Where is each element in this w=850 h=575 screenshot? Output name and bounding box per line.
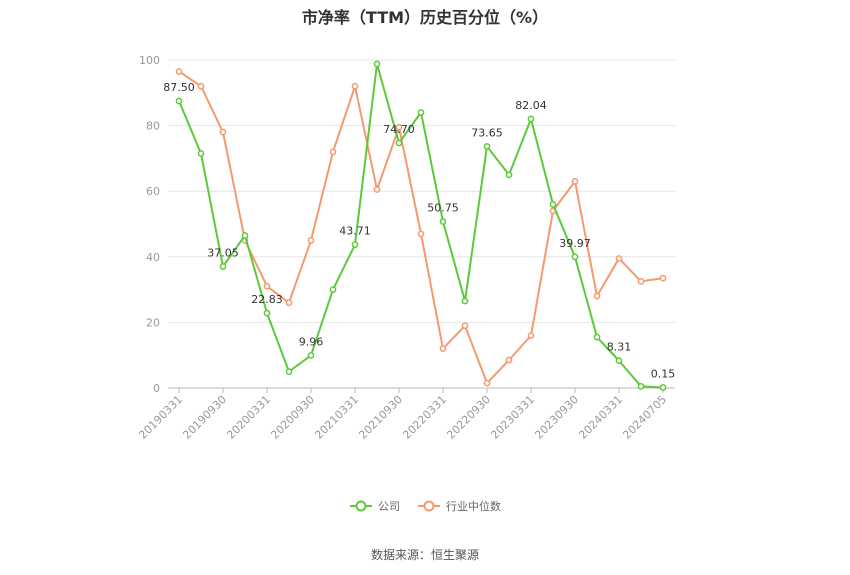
x-tick-label: 20230930 (532, 393, 581, 442)
industry-median-data-point (505, 356, 513, 364)
company-data-point (307, 351, 315, 359)
company-data-point (329, 286, 337, 293)
data-label: 74.70 (383, 123, 415, 136)
x-tick-label: 20220331 (400, 393, 449, 442)
company-data-point (549, 200, 557, 208)
x-tick-label: 20210930 (356, 393, 405, 442)
company-data-point (219, 263, 227, 270)
industry-median-data-point (659, 274, 667, 282)
company-data-point (351, 241, 359, 248)
data-label: 73.65 (471, 126, 503, 139)
x-tick-label: 20190930 (180, 393, 229, 442)
y-tick-label: 100 (139, 54, 160, 67)
industry-median-data-point (439, 345, 447, 352)
y-tick-label: 20 (146, 316, 160, 329)
industry-median-data-point (373, 186, 381, 193)
industry-median-data-point (395, 123, 403, 131)
data-label: 87.50 (163, 81, 195, 94)
company-data-point (395, 139, 403, 147)
industry-median-data-point (527, 332, 535, 339)
industry-median-data-point (263, 282, 271, 290)
data-label: 22.83 (251, 293, 283, 306)
data-label: 82.04 (515, 99, 547, 112)
company-data-point (593, 333, 601, 341)
y-tick-label: 60 (146, 185, 160, 198)
company-data-point (527, 115, 535, 123)
data-label: 37.05 (207, 246, 239, 259)
company-data-point (417, 109, 425, 116)
data-label: 50.75 (427, 202, 459, 215)
data-label: 39.97 (559, 237, 591, 250)
industry-median-data-point (483, 379, 491, 387)
company-data-point (373, 60, 381, 68)
y-tick-label: 80 (146, 120, 160, 133)
company-data-point (615, 357, 623, 365)
company-data-point (197, 150, 205, 157)
company-data-point (571, 253, 579, 261)
company-data-point (637, 383, 645, 390)
industry-median-data-point (417, 230, 425, 238)
x-tick-label: 20200331 (224, 393, 273, 442)
x-tick-label: 20230331 (488, 393, 537, 442)
industry-median-data-point (593, 292, 601, 300)
x-tick-label: 20190331 (136, 393, 185, 442)
data-label: 9.96 (299, 335, 324, 348)
data-source: 数据来源：恒生聚源 (370, 548, 479, 562)
industry-median-data-point (461, 322, 469, 330)
industry-median-data-point (615, 255, 623, 262)
data-label: 0.15 (651, 368, 676, 381)
industry-median-data-point (351, 82, 359, 90)
y-tick-label: 40 (146, 251, 160, 264)
industry-median-series-line (178, 70, 664, 385)
industry-median-data-point (285, 299, 293, 307)
x-tick-label: 20240705 (620, 393, 669, 442)
y-tick-label: 0 (153, 382, 160, 395)
legend-item-industry-median-marker (423, 500, 435, 512)
x-tick-label: 20220930 (444, 393, 493, 442)
industry-median-data-point (307, 237, 315, 244)
company-data-point (285, 368, 293, 375)
legend-item-industry-median-label: 行业中位数 (446, 499, 501, 513)
company-data-point (175, 97, 183, 105)
company-data-point (263, 309, 271, 317)
chart-title: 市净率（TTM）历史百分位（%） (301, 8, 549, 27)
company-data-point (659, 384, 667, 391)
industry-median-data-point (175, 68, 183, 75)
company-data-point (505, 171, 513, 179)
company-data-point (483, 143, 491, 150)
industry-median-data-point (571, 178, 579, 185)
data-label: 8.31 (607, 341, 632, 354)
company-data-point (439, 218, 447, 225)
legend-item-company-marker (355, 500, 367, 512)
x-tick-label: 20240331 (576, 393, 625, 442)
x-tick-label: 20200930 (268, 393, 317, 442)
legend-item-company-label: 公司 (378, 500, 400, 513)
industry-median-data-point (197, 82, 205, 90)
data-label: 43.71 (339, 225, 371, 238)
company-data-point (461, 297, 469, 305)
industry-median-data-point (329, 148, 337, 156)
industry-median-data-point (219, 128, 227, 136)
industry-median-data-point (637, 278, 645, 285)
company-data-point (241, 232, 249, 239)
x-tick-label: 20210331 (312, 393, 361, 442)
